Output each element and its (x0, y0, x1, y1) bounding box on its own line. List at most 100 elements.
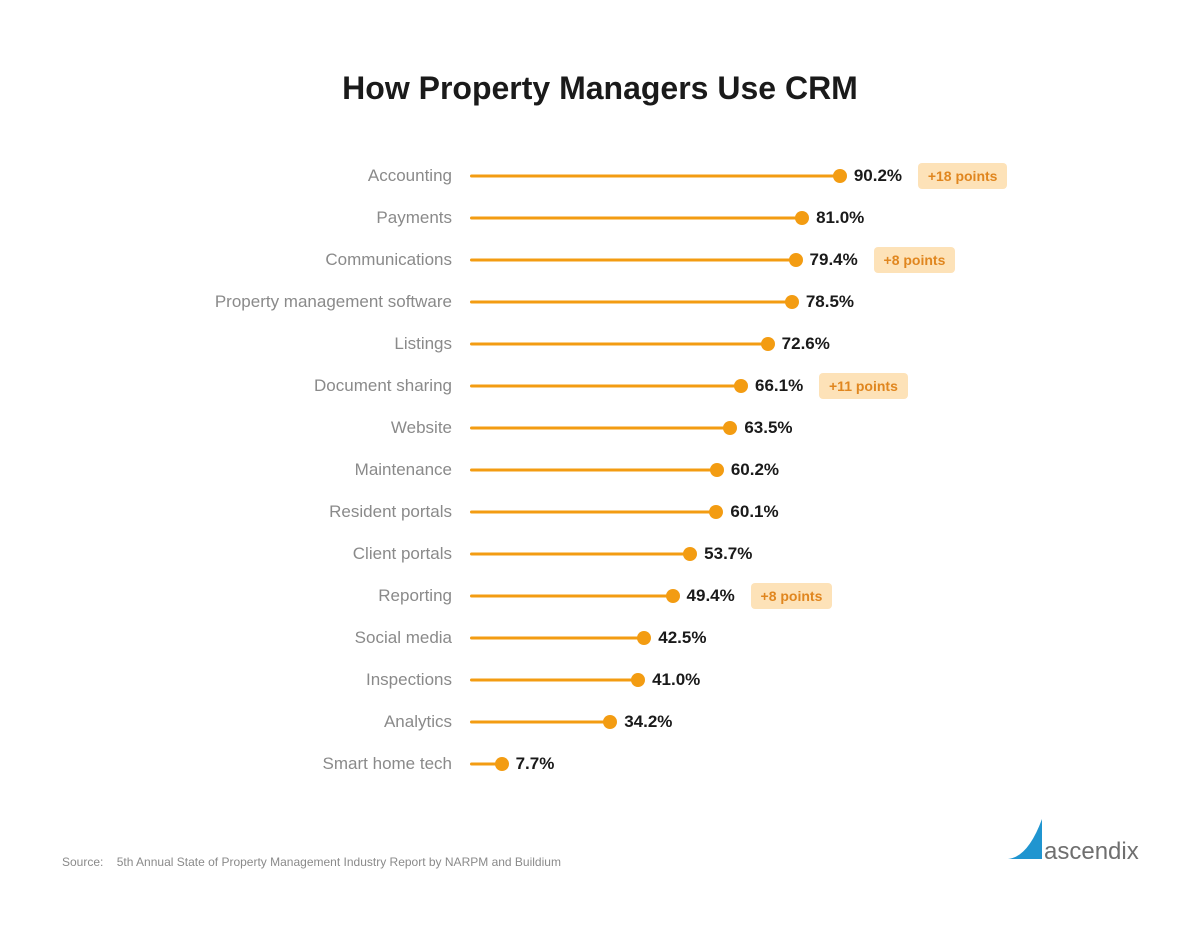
source-citation: Source: 5th Annual State of Property Man… (62, 855, 561, 869)
bar-line (470, 469, 717, 472)
chart-row: Communications79.4%+8 points (180, 239, 1040, 281)
bar-line (470, 679, 638, 682)
bar-line (470, 427, 730, 430)
bar-wrap: 53.7% (470, 533, 880, 575)
bar-wrap: 49.4% +8 points (470, 575, 880, 617)
chart-row: Property management software 78.5% (180, 281, 1040, 323)
value-label: 42.5% (658, 628, 706, 648)
bar-wrap: 78.5% (470, 281, 880, 323)
value-label: 79.4% (810, 250, 858, 270)
delta-badge: +11 points (819, 373, 908, 399)
delta-badge: +18 points (918, 163, 1008, 189)
category-label: Social media (180, 628, 470, 648)
bar-line (470, 217, 802, 220)
chart-row: Reporting 49.4% +8 points (180, 575, 1040, 617)
delta-badge: +8 points (751, 583, 833, 609)
value-label: 60.1% (730, 502, 778, 522)
bar-wrap: 72.6% (470, 323, 880, 365)
logo-text: ascendix (1044, 838, 1139, 865)
value-label: 53.7% (704, 544, 752, 564)
bar-dot-icon (710, 463, 724, 477)
bar-dot-icon (789, 253, 803, 267)
bar-dot-icon (833, 169, 847, 183)
value-label: 78.5% (806, 292, 854, 312)
category-label: Analytics (180, 712, 470, 732)
chart-row: Social media 42.5% (180, 617, 1040, 659)
bar-wrap: 79.4%+8 points (470, 239, 880, 281)
category-label: Reporting (180, 586, 470, 606)
category-label: Listings (180, 334, 470, 354)
source-text: 5th Annual State of Property Management … (117, 855, 561, 869)
chart-row: Resident portals 60.1% (180, 491, 1040, 533)
category-label: Inspections (180, 670, 470, 690)
source-label: Source: (62, 855, 103, 869)
bar-dot-icon (603, 715, 617, 729)
bar-dot-icon (683, 547, 697, 561)
chart-row: Listings 72.6% (180, 323, 1040, 365)
bar-line (470, 301, 792, 304)
value-label: 60.2% (731, 460, 779, 480)
category-label: Payments (180, 208, 470, 228)
value-label: 81.0% (816, 208, 864, 228)
bar-dot-icon (785, 295, 799, 309)
bar-line (470, 385, 741, 388)
chart-row: Smart home tech 7.7% (180, 743, 1040, 785)
brand-logo: ascendix (1002, 815, 1142, 871)
delta-badge: +8 points (874, 247, 956, 273)
bar-line (470, 175, 840, 178)
category-label: Property management software (180, 292, 470, 312)
category-label: Maintenance (180, 460, 470, 480)
chart-row: Accounting90.2%+18 points (180, 155, 1040, 197)
bar-dot-icon (631, 673, 645, 687)
chart-row: Client portals 53.7% (180, 533, 1040, 575)
bar-dot-icon (666, 589, 680, 603)
chart-row: Analytics 34.2% (180, 701, 1040, 743)
bar-line (470, 259, 796, 262)
bar-wrap: 66.1%+11 points (470, 365, 880, 407)
chart-row: Payments 81.0% (180, 197, 1040, 239)
bar-dot-icon (637, 631, 651, 645)
bar-dot-icon (723, 421, 737, 435)
bar-wrap: 60.1% (470, 491, 880, 533)
bar-wrap: 63.5% (470, 407, 880, 449)
value-label: 63.5% (744, 418, 792, 438)
chart-row: Website 63.5% (180, 407, 1040, 449)
bar-dot-icon (795, 211, 809, 225)
category-label: Smart home tech (180, 754, 470, 774)
value-label: 66.1% (755, 376, 803, 396)
category-label: Resident portals (180, 502, 470, 522)
value-label: 90.2% (854, 166, 902, 186)
chart-row: Inspections 41.0% (180, 659, 1040, 701)
value-label: 7.7% (516, 754, 555, 774)
value-label: 72.6% (782, 334, 830, 354)
lollipop-chart: Accounting90.2%+18 pointsPayments81.0%Co… (180, 155, 1040, 785)
bar-wrap: 34.2% (470, 701, 880, 743)
bar-wrap: 81.0% (470, 197, 880, 239)
category-label: Accounting (180, 166, 470, 186)
bar-dot-icon (495, 757, 509, 771)
bar-wrap: 41.0% (470, 659, 880, 701)
bar-line (470, 721, 610, 724)
category-label: Communications (180, 250, 470, 270)
category-label: Client portals (180, 544, 470, 564)
bar-dot-icon (734, 379, 748, 393)
chart-row: Maintenance 60.2% (180, 449, 1040, 491)
bar-line (470, 343, 768, 346)
bar-wrap: 7.7% (470, 743, 880, 785)
bar-line (470, 595, 673, 598)
logo-swoosh-icon (1008, 819, 1042, 859)
bar-line (470, 553, 690, 556)
bar-line (470, 511, 716, 514)
bar-wrap: 60.2% (470, 449, 880, 491)
category-label: Website (180, 418, 470, 438)
value-label: 49.4% (687, 586, 735, 606)
chart-row: Document sharing66.1%+11 points (180, 365, 1040, 407)
bar-dot-icon (709, 505, 723, 519)
bar-wrap: 90.2%+18 points (470, 155, 880, 197)
bar-wrap: 42.5% (470, 617, 880, 659)
bar-dot-icon (761, 337, 775, 351)
value-label: 34.2% (624, 712, 672, 732)
value-label: 41.0% (652, 670, 700, 690)
bar-line (470, 637, 644, 640)
chart-title: How Property Managers Use CRM (0, 70, 1200, 107)
